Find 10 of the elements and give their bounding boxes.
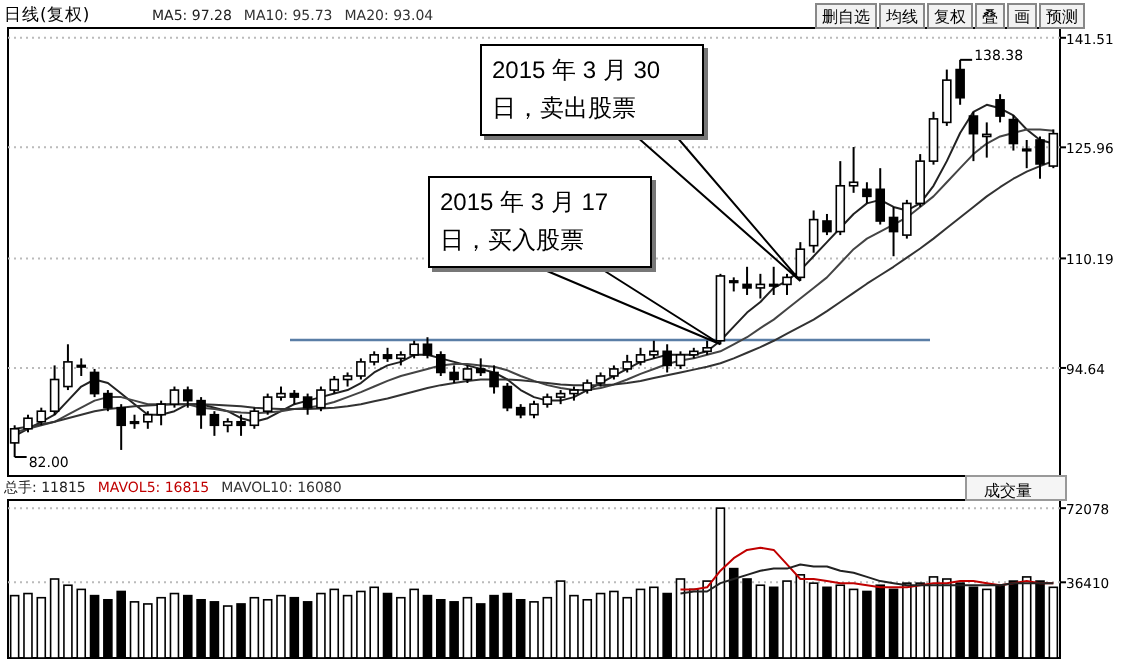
text: 删自选 xyxy=(822,8,870,26)
annotation: 成交量 xyxy=(984,482,1032,500)
text: 复权 xyxy=(934,8,966,26)
chart-title: 日线(复权) xyxy=(4,4,90,26)
text: 画 xyxy=(1014,8,1030,26)
text: 预测 xyxy=(1046,8,1078,26)
annotation: 2015 年 3 月 30 日，卖出股票 xyxy=(480,44,704,136)
text: 均线 xyxy=(884,8,918,26)
text: 叠 xyxy=(982,8,998,26)
annotation: 2015 年 3 月 17 日，买入股票 xyxy=(428,176,652,268)
